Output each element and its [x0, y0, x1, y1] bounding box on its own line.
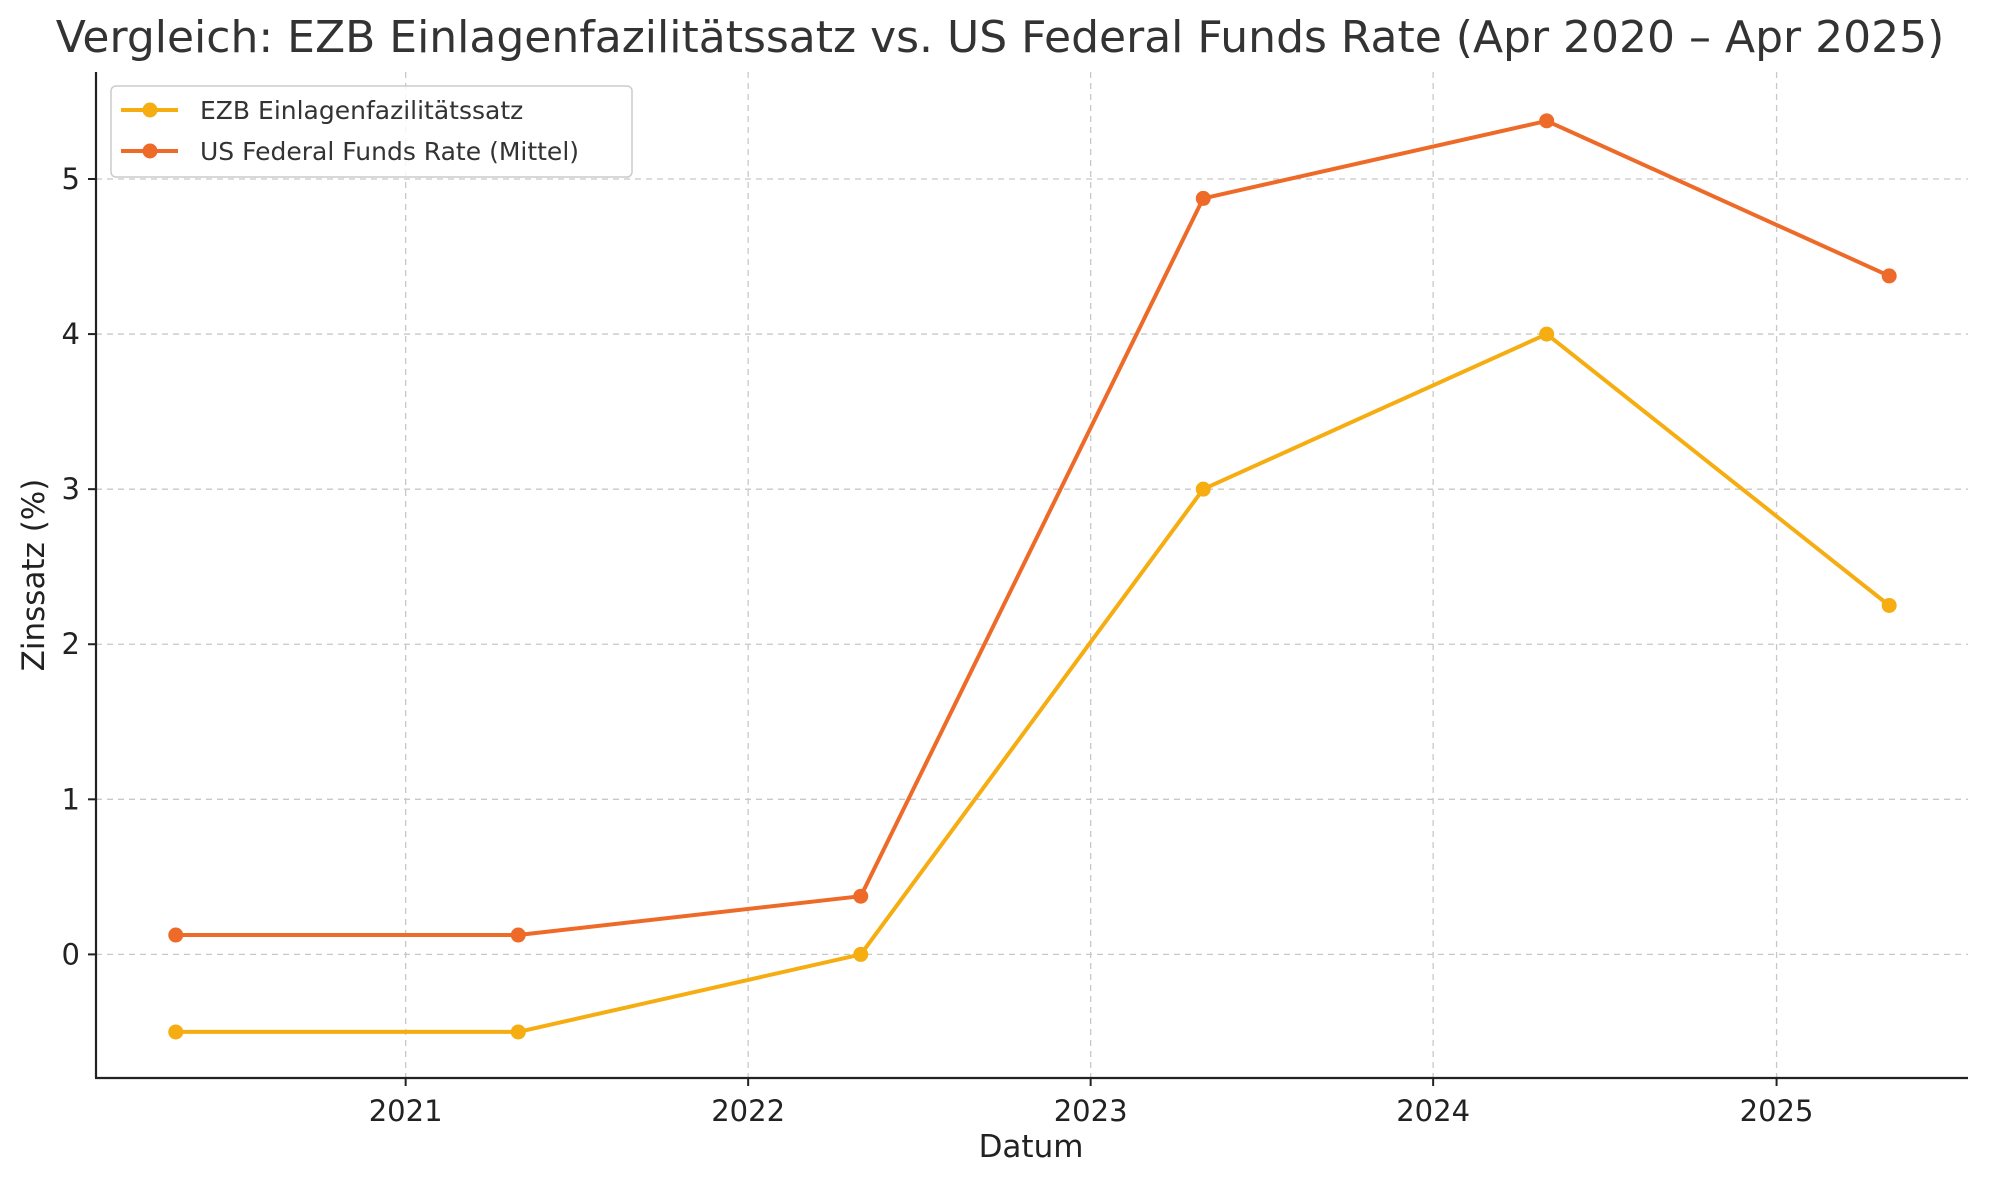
series-line [173, 118, 1892, 937]
data-point [1195, 190, 1211, 206]
series [168, 113, 1897, 1040]
data-point [1539, 326, 1555, 342]
y-tick-label: 4 [62, 317, 80, 351]
x-tick-label: 2022 [711, 1094, 785, 1128]
y-tick-label: 5 [62, 162, 80, 196]
legend: EZB Einlagenfazilitätssatz US Federal Fun… [110, 85, 633, 178]
legend-marker [142, 102, 158, 118]
x-axis-label: Datum [979, 1129, 1084, 1165]
chart-title: Vergleich: EZB Einlagenfazilitätssatz vs… [56, 12, 1945, 63]
legend-entry: US Federal Funds Rate (Mittel) [121, 137, 579, 166]
grid [96, 72, 1968, 1078]
x-tick-label: 2023 [1054, 1094, 1128, 1128]
legend-label: US Federal Funds Rate (Mittel) [200, 137, 579, 166]
x-tick-label: 2025 [1740, 1094, 1814, 1128]
y-axis-label: Zinssatz (%) [16, 479, 52, 672]
y-tick-label: 3 [62, 472, 80, 506]
data-point [510, 1024, 526, 1040]
data-point [853, 888, 869, 904]
legend-frame [110, 85, 633, 178]
data-point [853, 946, 869, 962]
legend-label: EZB Einlagenfazilitätssatz [200, 96, 523, 125]
data-point [168, 927, 184, 943]
x-tick-label: 2021 [369, 1094, 443, 1128]
data-point [1539, 113, 1555, 129]
y-tick-label: 0 [62, 937, 80, 971]
data-point [168, 1024, 184, 1040]
series-2 [168, 113, 1897, 943]
data-point [1195, 481, 1211, 497]
data-point [510, 927, 526, 943]
ticks: 0 1 2 3 4 5 2021 2022 2023 2024 2025 [62, 162, 1814, 1128]
data-point [1881, 597, 1897, 613]
series-line [173, 332, 1892, 1034]
x-tick-label: 2024 [1396, 1094, 1470, 1128]
legend-entries: EZB Einlagenfazilitätssatz US Federal Fun… [121, 96, 579, 166]
legend-entry: EZB Einlagenfazilitätssatz [121, 96, 523, 125]
axes [94, 72, 1968, 1080]
legend-marker [142, 143, 158, 159]
y-tick-label: 2 [62, 627, 80, 661]
series-1 [168, 326, 1897, 1040]
data-point [1881, 268, 1897, 284]
y-tick-label: 1 [62, 782, 80, 816]
